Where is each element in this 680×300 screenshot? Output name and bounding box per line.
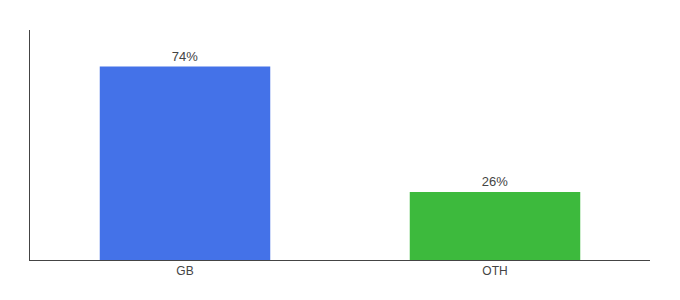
svg-text:GB: GB [176,264,193,278]
svg-text:26%: 26% [482,174,508,189]
svg-text:OTH: OTH [482,264,507,278]
svg-text:74%: 74% [172,49,198,64]
